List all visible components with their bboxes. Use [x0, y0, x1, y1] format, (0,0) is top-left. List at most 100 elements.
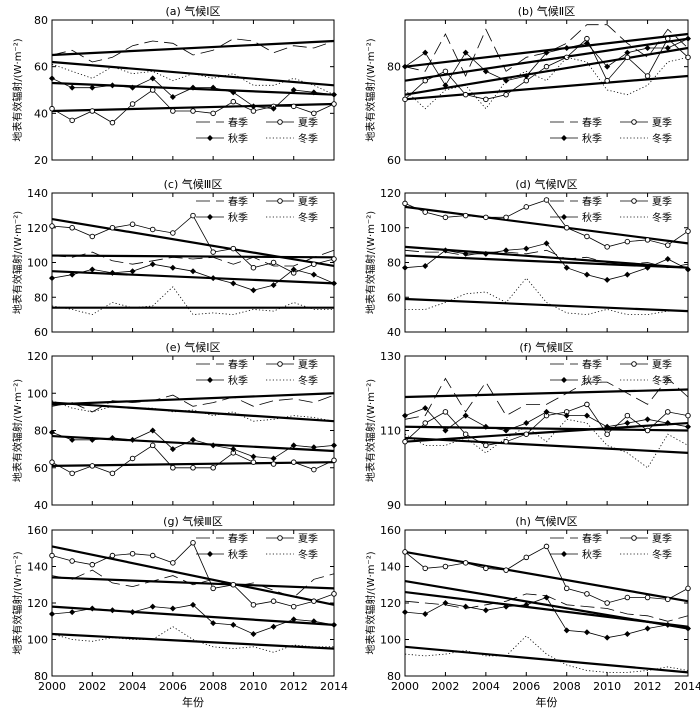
data-point: [169, 446, 176, 453]
data-point: [169, 264, 176, 271]
legend-label: 秋季: [228, 211, 248, 224]
data-point: [290, 616, 297, 623]
x-tick-label: 2014: [320, 680, 348, 693]
data-point: [210, 275, 217, 282]
series-line-0: [51, 38, 335, 63]
x-tick-label: 2008: [553, 680, 581, 693]
data-point: [583, 412, 590, 419]
data-point: [543, 63, 550, 70]
panel-g: (g) 气候Ⅲ区 80 100 120 140 160 2000 2002 2004 2006 20…: [11, 514, 348, 709]
data-point: [290, 442, 297, 449]
y-tick-label: 120: [27, 350, 48, 363]
data-point: [149, 603, 156, 610]
trend-line-0: [404, 550, 689, 603]
legend-label: 夏季: [298, 196, 318, 208]
panel-e: (e) 气候Ⅰ区 40 60 80 100 120 地表有效辐射/(W·m⁻²) 春季 夏季秋季…: [11, 340, 337, 512]
y-axis-label: 地表有效辐射/(W·m⁻²): [11, 38, 24, 141]
data-point: [331, 280, 337, 287]
panel-title: (g) 气候Ⅲ区: [163, 514, 223, 528]
y-tick-label: 100: [27, 387, 48, 400]
data-point: [109, 434, 116, 441]
panel-title: (e) 气候Ⅰ区: [165, 340, 220, 354]
trend-line-0: [51, 545, 335, 606]
y-tick-label: 140: [27, 561, 48, 574]
panel-title: (f) 气候Ⅱ区: [519, 340, 573, 354]
data-point: [644, 45, 651, 51]
data-point: [290, 459, 297, 465]
data-point: [331, 591, 337, 597]
data-point: [523, 204, 530, 210]
data-point: [190, 465, 196, 471]
y-axis-label: 地表有效辐射/(W·m⁻²): [364, 551, 377, 654]
data-point: [604, 634, 611, 641]
data-point: [89, 605, 96, 612]
y-axis-label: 地表有效辐射/(W·m⁻²): [11, 211, 24, 314]
data-point: [422, 49, 429, 56]
y-tick-label: 130: [380, 350, 401, 363]
data-point: [503, 438, 509, 445]
legend-marker: [277, 119, 283, 125]
legend-marker: [207, 135, 213, 141]
data-point: [422, 77, 428, 84]
data-point: [270, 461, 277, 467]
data-point: [462, 250, 469, 257]
data-point: [523, 245, 530, 252]
trend-line-2: [51, 270, 335, 285]
legend-label: 秋季: [228, 132, 248, 145]
data-point: [584, 401, 590, 408]
data-point: [250, 459, 257, 465]
legend-marker: [207, 551, 213, 557]
x-tick-label: 2010: [239, 680, 267, 693]
data-point: [109, 119, 116, 126]
data-point: [503, 247, 510, 254]
legend-marker: [207, 214, 213, 220]
data-point: [49, 75, 55, 82]
legend-marker: [561, 551, 567, 557]
y-axis-label: 地表有效辐射/(W·m⁻²): [364, 379, 377, 482]
panel-title: (b) 气候Ⅱ区: [518, 4, 575, 18]
data-point: [604, 77, 610, 84]
trend-line-3: [51, 60, 335, 87]
data-point: [644, 264, 651, 271]
data-point: [503, 77, 510, 84]
data-point: [584, 35, 590, 42]
data-point: [442, 409, 449, 415]
data-point: [462, 603, 469, 610]
y-tick-label: 110: [380, 425, 401, 438]
data-point: [149, 552, 156, 559]
data-point: [685, 266, 691, 273]
data-point: [402, 609, 408, 616]
legend-label: 春季: [228, 117, 248, 129]
data-point: [664, 621, 671, 628]
data-point: [685, 35, 691, 42]
data-point: [402, 96, 408, 103]
trend-line-1: [51, 254, 335, 259]
trend-line-3: [51, 632, 335, 650]
data-point: [543, 543, 550, 550]
x-tick-label: 2012: [280, 680, 308, 693]
data-point: [311, 598, 317, 604]
plot-frame: [51, 355, 335, 506]
data-point: [89, 84, 96, 91]
data-point: [190, 212, 196, 219]
data-point: [89, 436, 96, 443]
data-point: [644, 594, 651, 601]
data-point: [270, 598, 277, 604]
data-point: [685, 412, 691, 419]
y-axis-label: 地表有效辐射/(W·m⁻²): [11, 379, 24, 482]
series-line-0: [51, 394, 335, 413]
data-point: [503, 603, 510, 610]
data-point: [483, 96, 489, 103]
data-point: [665, 242, 671, 248]
data-point: [482, 68, 489, 75]
legend-marker: [631, 119, 637, 125]
data-point: [109, 607, 116, 614]
data-point: [442, 214, 449, 221]
data-point: [210, 585, 216, 592]
y-tick-label: 90: [387, 499, 401, 512]
data-point: [310, 618, 317, 625]
data-point: [584, 591, 590, 597]
